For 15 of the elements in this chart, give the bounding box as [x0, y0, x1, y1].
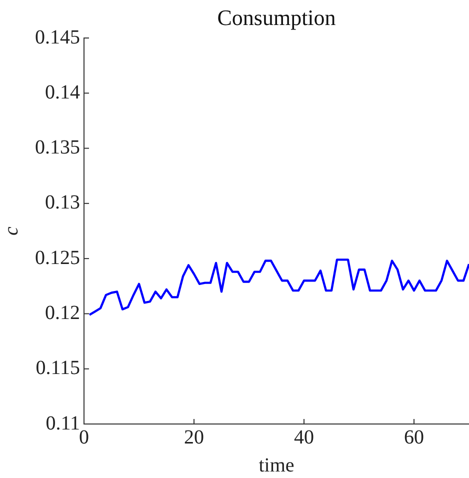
y-tick-label: 0.12: [45, 302, 80, 324]
y-tick-label: 0.135: [35, 136, 80, 159]
y-tick-label: 0.125: [35, 246, 80, 269]
y-axis-title: c: [0, 226, 22, 236]
y-tick-label: 0.115: [36, 357, 80, 380]
x-tick-label: 60: [404, 426, 424, 448]
y-tick-label: 0.13: [45, 192, 80, 214]
x-tick-label: 40: [294, 426, 314, 448]
y-tick-label: 0.14: [45, 81, 80, 104]
x-tick-label: 20: [184, 426, 204, 448]
x-axis-title: time: [258, 454, 294, 476]
y-tick-label: 0.145: [35, 26, 80, 48]
x-tick-label: 0: [79, 426, 89, 448]
chart-title: Consumption: [217, 4, 336, 30]
y-tick-label: 0.11: [46, 412, 80, 434]
